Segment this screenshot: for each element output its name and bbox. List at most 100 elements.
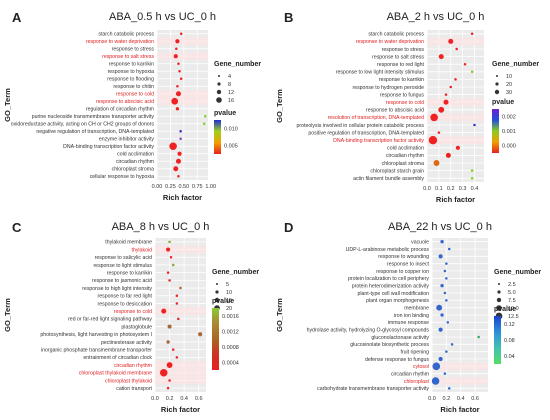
y-tick-label: response to fungus <box>380 92 425 98</box>
data-point <box>438 254 443 259</box>
data-point <box>198 332 203 337</box>
x-tick-label: 0.4 <box>457 396 465 402</box>
data-point <box>177 151 182 156</box>
y-tick-label: response to insect <box>387 261 430 267</box>
data-point <box>470 176 474 180</box>
highlight-band <box>155 376 206 385</box>
x-tick-label: 0.4 <box>180 396 188 402</box>
y-tick-label: purine nucleoside transmembrane transpor… <box>32 114 155 120</box>
panel-B: B ABA_2 h vs UC_0 h 0.0 0.1 0.2 0.3 0.4 starch … <box>275 10 539 204</box>
data-point <box>443 291 447 295</box>
panel-title: ABA_2 h vs UC_0 h <box>387 11 485 23</box>
y-tick-label: response to low light intensity stimulus <box>336 70 425 76</box>
x-tick-label: 0.1 <box>435 186 443 192</box>
size-legend-title: Gene_number <box>214 61 261 68</box>
size-legend-label: 10.0 <box>508 306 519 312</box>
data-point <box>463 62 467 66</box>
data-point <box>438 54 444 60</box>
size-legend-dot <box>496 75 498 77</box>
size-legend-label: 16 <box>228 98 234 104</box>
data-point <box>202 122 206 126</box>
color-legend-bar <box>214 120 221 154</box>
panel-title: ABA_0.5 h vs UC_0 h <box>109 11 216 23</box>
y-tick-label: fruit ripening <box>400 349 429 355</box>
color-legend-bar <box>494 316 501 364</box>
y-tick-label: starch catabolic process <box>98 32 154 38</box>
highlight-band <box>432 377 488 385</box>
y-tick-label: response to cold <box>114 309 152 315</box>
size-legend-label: 2.5 <box>508 282 516 288</box>
y-tick-label: iron ion binding <box>394 313 429 319</box>
data-point <box>166 340 170 344</box>
data-point <box>470 169 474 172</box>
y-tick-label: chloroplast starch grain <box>370 168 424 174</box>
x-tick-label: 0.2 <box>443 396 451 402</box>
y-tick-label: pectinesterase activity <box>101 340 152 346</box>
data-point <box>175 294 179 298</box>
data-point <box>438 356 443 362</box>
size-legend-label: 5.0 <box>508 290 516 296</box>
data-point <box>175 356 179 359</box>
y-tick-label: plastoglobule <box>121 324 152 330</box>
size-legend-dot <box>216 89 222 95</box>
x-tick-label: 0.75 <box>192 184 203 190</box>
y-tick-label: response to cold <box>386 100 424 106</box>
panel-D: D ABA_22 h vs UC_0 h 0.0 0.2 0.4 0.6 vacuole UD… <box>275 220 541 414</box>
data-point <box>445 262 448 265</box>
y-tick-label: response to light stimulus <box>93 263 152 269</box>
data-point <box>169 142 177 151</box>
panel-letter: B <box>284 10 293 25</box>
data-point <box>179 32 183 36</box>
panel-title: ABA_8 h vs UC_0 h <box>112 221 210 233</box>
size-legend-label: 4 <box>228 74 231 80</box>
highlight-band <box>427 136 484 144</box>
y-tick-label: starch catabolic process <box>368 32 424 38</box>
y-axis-label: GO_Term <box>275 298 284 332</box>
y-tick-label: cation transport <box>116 386 152 392</box>
data-point <box>449 85 453 89</box>
color-legend-label: 0.0016 <box>222 314 239 320</box>
data-point <box>440 313 444 317</box>
highlight-band <box>157 90 208 98</box>
y-tick-label: response to hydrogen peroxide <box>352 85 424 91</box>
y-tick-label: circadian rhythm <box>391 371 429 377</box>
y-tick-label: response to desiccation <box>97 301 152 307</box>
x-axis-label: Rich factor <box>161 405 200 414</box>
y-tick-label: response to salicylic acid <box>95 255 152 261</box>
data-point <box>443 372 447 375</box>
y-tick-label: enzyme inhibitor activity <box>99 137 154 143</box>
color-legend-label: 0.12 <box>504 322 515 328</box>
y-tick-label: response to karrikin <box>109 62 154 68</box>
color-legend-title: pvalue <box>494 306 516 313</box>
data-point <box>166 386 170 390</box>
data-point <box>438 327 443 332</box>
data-point <box>440 239 444 244</box>
panel-letter: D <box>284 220 293 235</box>
size-legend-label: 8 <box>228 82 231 88</box>
y-tick-label: photosynthesis, light harvesting in phot… <box>40 332 152 338</box>
y-tick-label: vacuole <box>411 239 429 245</box>
data-point <box>166 271 170 274</box>
y-tick-label: plant organ morphogenesis <box>366 298 429 304</box>
y-tick-label: response to abscisic acid <box>366 108 424 114</box>
size-legend-label: 20 <box>506 82 512 88</box>
panel-letter: C <box>12 220 22 235</box>
color-legend-label: 0.04 <box>504 354 515 360</box>
highlight-band <box>157 52 208 60</box>
y-tick-label: membrane <box>404 305 429 311</box>
color-legend-label: 0.002 <box>502 114 516 120</box>
size-legend-label: 30 <box>506 90 512 96</box>
y-tick-label: entrainment of circadian clock <box>83 355 152 361</box>
color-legend-title: pvalue <box>214 110 236 117</box>
y-tick-label: glucosinolate biosynthetic process <box>350 342 429 348</box>
data-point <box>171 97 179 105</box>
size-legend-dot <box>216 97 222 103</box>
highlight-band <box>157 97 208 105</box>
x-tick-label: 0.25 <box>165 184 176 190</box>
data-point <box>179 137 182 141</box>
highlight-band <box>427 98 484 106</box>
highlight-band <box>155 245 206 254</box>
x-axis-label: Rich factor <box>163 193 202 202</box>
y-tick-label: response to hypoxia <box>108 69 155 75</box>
